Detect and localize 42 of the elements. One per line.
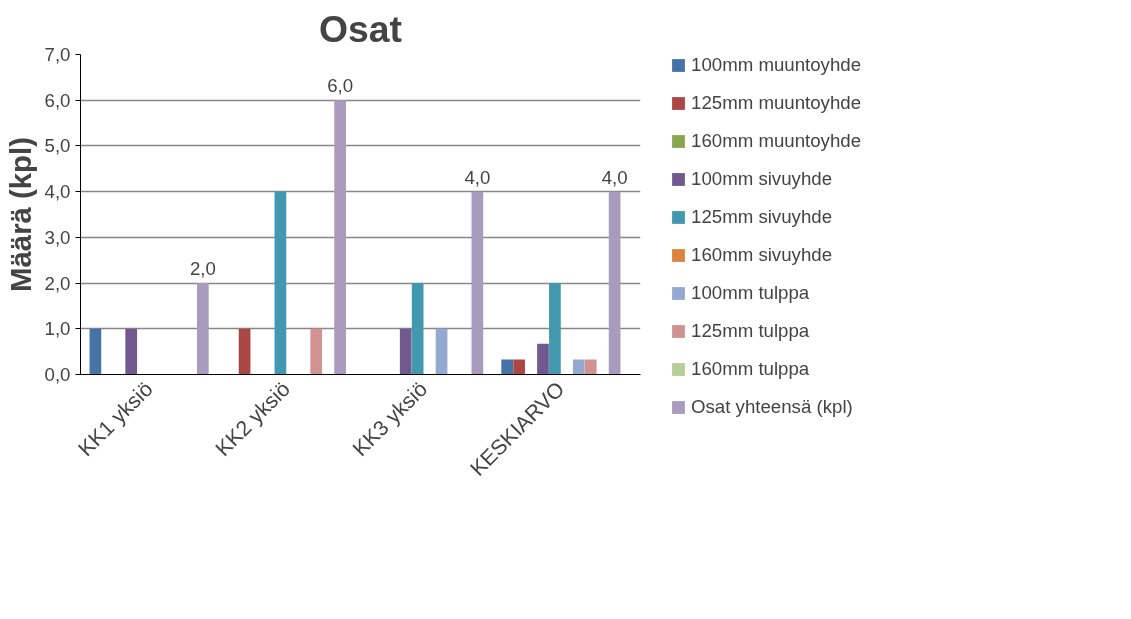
legend-label: 100mm tulppa <box>691 282 810 304</box>
y-tick-label: 7,0 <box>44 44 71 65</box>
legend-label: 100mm muuntoyhde <box>691 54 862 76</box>
bar <box>572 359 585 375</box>
legend-label: 160mm tulppa <box>691 358 810 380</box>
y-tick-label: 5,0 <box>44 135 71 157</box>
bar <box>334 100 346 375</box>
bar <box>608 191 621 375</box>
y-tick-label: 4,0 <box>44 181 71 203</box>
legend-label: 160mm sivuyhde <box>691 244 833 266</box>
legend-label: 160mm muuntoyhde <box>691 130 862 152</box>
bar <box>197 283 209 375</box>
legend-label: 100mm sivuyhde <box>691 168 833 190</box>
data-label: 2,0 <box>189 258 216 280</box>
data-label: 6,0 <box>327 75 354 97</box>
bar <box>310 328 323 375</box>
bar <box>125 328 138 375</box>
y-tick-label: 3,0 <box>44 226 71 248</box>
bar <box>399 328 412 375</box>
bar <box>549 283 561 375</box>
y-axis-title: Määrä (kpl) <box>3 137 37 292</box>
chart-title: Osat <box>319 7 403 50</box>
legend-label: Osat yhteensä (kpl) <box>691 396 853 418</box>
bar <box>584 359 597 375</box>
bar <box>513 359 525 375</box>
legend-label: 125mm tulppa <box>691 320 810 342</box>
bar <box>537 343 549 375</box>
y-tick-label: 0,0 <box>44 364 71 385</box>
data-label: 4,0 <box>464 166 491 188</box>
bar <box>274 191 287 375</box>
bar <box>501 359 514 375</box>
legend-label: 125mm sivuyhde <box>691 206 833 228</box>
legend-label: 125mm muuntoyhde <box>691 92 862 114</box>
y-tick-label: 6,0 <box>44 89 71 111</box>
bar <box>411 283 424 375</box>
bar <box>238 328 251 375</box>
bar <box>435 328 448 375</box>
bar <box>471 191 484 375</box>
bar <box>89 328 102 375</box>
y-tick-label: 1,0 <box>44 318 71 340</box>
data-label: 4,0 <box>601 166 628 188</box>
y-tick-label: 2,0 <box>44 272 71 294</box>
